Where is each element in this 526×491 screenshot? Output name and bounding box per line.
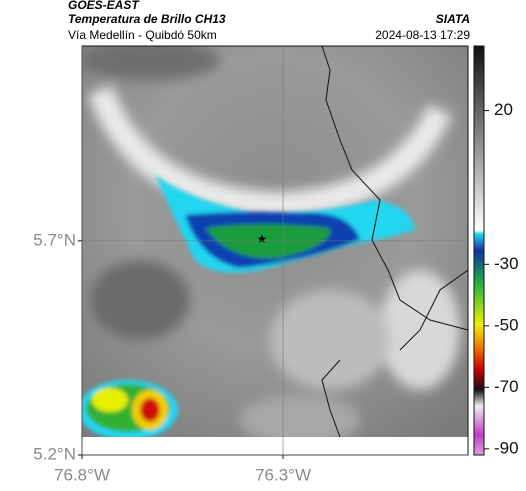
colorbar-tick-label: -90 <box>494 438 519 457</box>
title: Temperatura de Brillo CH13 <box>68 12 226 26</box>
imagery: ★ <box>82 46 468 437</box>
subtitle: Vía Medellín - Quibdó 50km <box>68 28 217 42</box>
city-marker: ★ <box>257 232 268 246</box>
colorbar-tick-label: -70 <box>494 377 519 396</box>
lon-tick-label: 76.3°W <box>255 465 311 484</box>
colorbar <box>473 45 485 456</box>
source: SIATA <box>436 12 470 26</box>
colorbar-tick-label: -30 <box>494 254 519 273</box>
datetime: 2024-08-13 17:29 <box>375 28 470 42</box>
colorbar-tick-label: -50 <box>494 315 519 334</box>
satellite: GOES-EAST <box>68 0 140 12</box>
lon-tick-label: 76.8°W <box>54 465 110 484</box>
lat-tick-label: 5.2°N <box>33 444 76 463</box>
lat-tick-label: 5.7°N <box>33 230 76 249</box>
colorbar-tick-label: 20 <box>494 100 513 119</box>
